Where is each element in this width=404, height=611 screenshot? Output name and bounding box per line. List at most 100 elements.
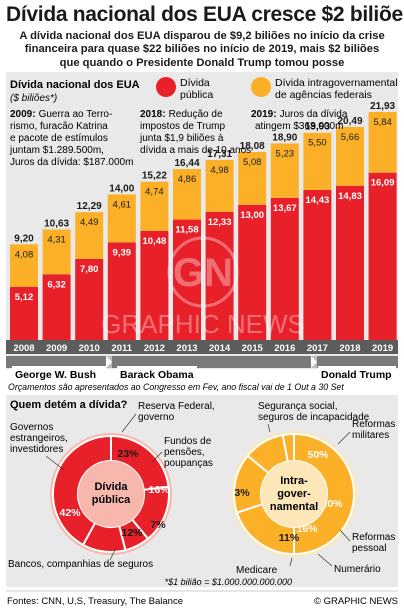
bar-public [368, 172, 397, 340]
value-label-total: 9,20 [14, 233, 34, 244]
value-label-total: 19,93 [305, 122, 330, 133]
value-label-intragov: 4,49 [80, 217, 99, 228]
svg-text:2009:Guerra ao Terro-: 2009: Guerra ao Terro- [10, 109, 112, 120]
annotation-text: rismo, furacão Katrina [10, 121, 108, 132]
label-numerario: Numerário [334, 564, 381, 575]
chart-panel [6, 72, 398, 369]
chart-unit: ($ biliões*) [10, 93, 57, 104]
legend-label-intragov: de agências federais [275, 89, 372, 101]
value-label-total: 10,63 [44, 218, 69, 229]
pie-hole [78, 461, 144, 527]
label-governos: estrangeiros, [10, 433, 68, 444]
page-subtitle: A dívida nacional dos EUA disparou de $9… [4, 30, 400, 70]
year-axis [6, 340, 398, 354]
value-label-public: 16,09 [371, 178, 395, 189]
label-militares: militares [352, 430, 389, 441]
annotation-text: impostos de Trump [140, 121, 225, 132]
value-label-intragov: 5,66 [341, 132, 360, 143]
legend-label-public: Dívida [180, 77, 210, 89]
legend-swatch-intragov [251, 77, 271, 97]
year-label: 2019 [372, 343, 393, 354]
bar-public [336, 185, 364, 340]
bar-intragov [42, 229, 71, 275]
value-label-intragov: 4,86 [178, 174, 197, 185]
bar-public [270, 197, 299, 340]
pie-slice-label: 11% [279, 532, 300, 544]
year-label: 2015 [242, 343, 264, 354]
pie-slice-label: 50% [307, 449, 329, 461]
svg-text:GN: GN [173, 251, 233, 295]
president-label-box [117, 366, 197, 381]
value-label-public: 7,80 [80, 264, 99, 275]
pie-slice-label: 12% [121, 527, 143, 539]
pie-intra: 50%20%16%11%3% [231, 431, 357, 557]
annotation-text: junta $1,9 biliões à [139, 133, 224, 144]
pies-question: Quem detém a dívida? [10, 399, 128, 411]
annotation-2009: 2009: Guerra ao Terro- rismo, furacão Kat… [9, 109, 133, 168]
value-label-total: 15,22 [142, 171, 167, 182]
value-label-intragov: 5,84 [373, 117, 392, 128]
chart-title: Dívida nacional dos EUA [10, 79, 140, 91]
value-label-intragov: 4,61 [113, 199, 132, 210]
value-label-total: 14,00 [109, 183, 134, 194]
year-labels: 2008 2009 2010 2011 2012 2013 2014 2015 2016 2017… [13, 343, 393, 354]
pie-slice-label: 16% [148, 484, 170, 496]
value-label-public: 13,00 [240, 210, 264, 221]
pie-public-center: Dívida [94, 481, 128, 493]
value-label-total: 16,44 [174, 158, 199, 169]
bar-public [140, 231, 169, 340]
footer-credit: © GRAPHIC NEWS [314, 596, 398, 607]
bar-public [107, 242, 136, 340]
value-label-public: 13,67 [273, 203, 297, 214]
annotation-2018: 2018: Redução de impostos de Trump junta … [139, 109, 251, 156]
bar-public [303, 189, 332, 340]
subtitle-line: A dívida nacional dos EUA disparou de $9… [19, 30, 385, 42]
pie-intra-labels: Segurança social, seguros de incapacidad… [236, 401, 395, 576]
legend-swatch-public [156, 77, 176, 97]
pie-slice-label: 7% [150, 519, 166, 531]
label-medicare: Medicare [236, 565, 278, 576]
value-label-intragov: 5,08 [243, 157, 262, 168]
footnote: *$1 bilião = $1.000.000.000.000 [165, 577, 292, 587]
value-label-intragov: 5,23 [276, 148, 295, 159]
label-militares: Reformas [352, 419, 395, 430]
footer-sources: Fontes: CNN, U,S, Treasury, The Balance [7, 596, 183, 607]
bar-public [238, 204, 267, 340]
bar-intragov [336, 126, 364, 186]
annotation-text: Juros da dívida [280, 109, 348, 120]
year-label: 2014 [209, 343, 231, 354]
bar-public [205, 211, 234, 340]
pie-intra-center: gover- [277, 488, 311, 500]
label-fundos: pensões, [164, 447, 205, 458]
president-bush: George W. Bush [15, 369, 96, 381]
legend-label-public: pública [180, 89, 213, 101]
annotation-text: juntam $1.289.500m, [9, 145, 104, 156]
president-label-box [318, 366, 396, 381]
president-obama: Barack Obama [120, 369, 194, 381]
annotation-year: 2009: [10, 109, 36, 120]
year-label: 2016 [274, 343, 295, 354]
value-label-total: 12,29 [77, 201, 102, 212]
value-label-public: 14,43 [306, 195, 330, 206]
budget-note: Orçamentos são apresentados ao Congresso… [8, 382, 344, 392]
value-label-public: 11,58 [175, 225, 198, 236]
value-label-intragov: 4,74 [145, 187, 164, 198]
bar-intragov [173, 169, 201, 220]
value-label-total: 20,49 [337, 116, 362, 127]
label-pessoal: Reformas [352, 532, 395, 543]
label-seguranca: Segurança social, [258, 401, 338, 412]
value-label-public: 12,33 [208, 217, 232, 228]
pie-slice-label: 3% [234, 487, 250, 499]
legend-label-intragov: Dívida intragovernamental [275, 77, 398, 89]
pie-public-labels: Reserva Federal, governo Fundos de pensõ… [8, 401, 215, 570]
label-fundos: Fundos de [164, 436, 212, 447]
annotation-text: Juros da dívida: $187.000m [10, 157, 133, 168]
bar-intragov [368, 111, 397, 173]
year-label: 2012 [144, 343, 165, 354]
value-label-total: 18,08 [240, 141, 265, 152]
year-label: 2009 [46, 343, 67, 354]
pie-intra-center: Intra- [280, 475, 308, 487]
svg-text:2019:Juros da dívida: 2019: Juros da dívida [251, 109, 348, 120]
pie-intra-center: namental [270, 501, 318, 513]
label-governos: Governos [10, 422, 53, 433]
